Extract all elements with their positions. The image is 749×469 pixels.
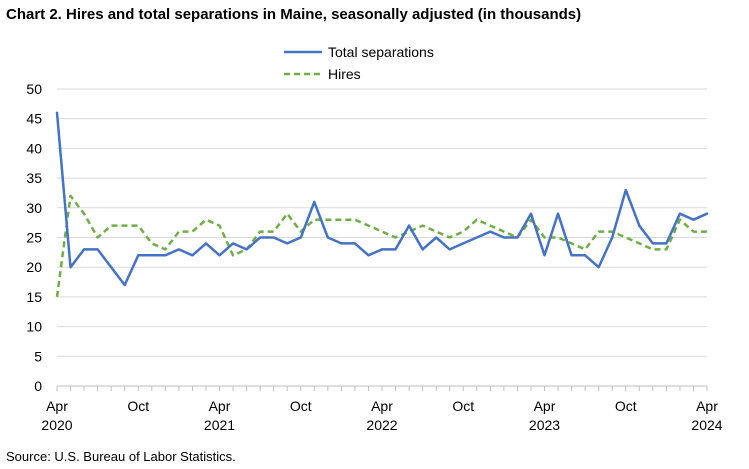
- x-tick-label-month: Apr: [371, 398, 393, 414]
- x-tick-label-month: Oct: [290, 398, 312, 414]
- y-tick-label: 5: [34, 348, 42, 364]
- chart-title: Chart 2. Hires and total separations in …: [6, 6, 582, 23]
- y-tick-label: 50: [26, 81, 42, 97]
- x-axis: Apr 2020 Oct Apr 2021 Oct Apr 2022 Oct Apr 2023 Oct…: [41, 385, 723, 433]
- legend: Total separations Hires: [284, 44, 434, 82]
- x-tick-label-year: 2020: [41, 417, 72, 433]
- series-lines: [55, 111, 709, 298]
- x-tick-label-year: 2022: [366, 417, 397, 433]
- y-tick-label: 25: [26, 230, 42, 246]
- x-tick-label-month: Apr: [46, 398, 68, 414]
- y-tick-label: 20: [26, 259, 42, 275]
- y-axis: 0 5 10 15 20 25 30 35 40 45 50: [26, 81, 42, 394]
- y-tick-label: 45: [26, 111, 42, 127]
- x-tick-label-month: Apr: [696, 398, 718, 414]
- legend-label: Hires: [328, 66, 361, 82]
- x-tick-label-year: 2021: [204, 417, 235, 433]
- x-tick-label-year: 2024: [691, 417, 722, 433]
- x-tick-label-month: Oct: [615, 398, 637, 414]
- source-note: Source: U.S. Bureau of Labor Statistics.: [6, 449, 236, 464]
- gridlines: [57, 88, 707, 387]
- x-tick-label-month: Apr: [534, 398, 556, 414]
- x-tick-label-month: Oct: [127, 398, 149, 414]
- legend-label: Total separations: [328, 44, 434, 60]
- y-tick-label: 40: [26, 140, 42, 156]
- series-line-hires: [55, 194, 707, 298]
- x-tick-label-month: Oct: [452, 398, 474, 414]
- y-tick-label: 10: [26, 319, 42, 335]
- series-line-total-separations: [55, 111, 709, 287]
- x-tick-label-month: Apr: [209, 398, 231, 414]
- y-tick-label: 0: [34, 378, 42, 394]
- x-tick-label-year: 2023: [529, 417, 560, 433]
- y-tick-label: 35: [26, 170, 42, 186]
- y-tick-label: 30: [26, 200, 42, 216]
- y-tick-label: 15: [26, 289, 42, 305]
